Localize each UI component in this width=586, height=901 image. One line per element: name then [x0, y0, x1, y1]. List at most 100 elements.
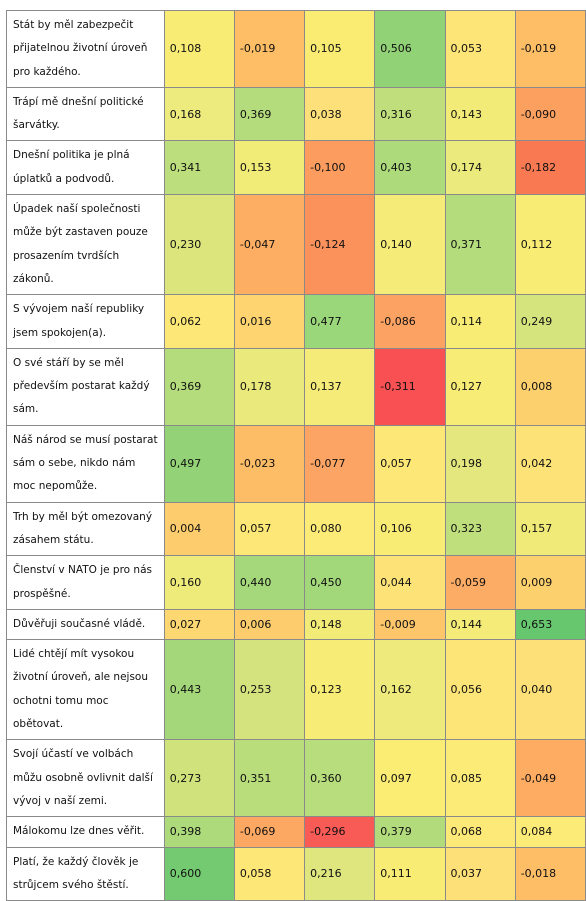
value-cell: 0,144 — [444, 608, 516, 641]
value-cell: 0,273 — [163, 739, 235, 818]
value-cell: 0,497 — [163, 424, 235, 503]
row-label: Úpadek naší společnosti může být zastave… — [6, 194, 165, 296]
value-cell: 0,369 — [163, 347, 235, 426]
value-cell: 0,108 — [163, 10, 235, 88]
value-cell: 0,106 — [374, 501, 446, 557]
value-cell: 0,105 — [304, 10, 376, 88]
value-cell: -0,086 — [374, 294, 446, 349]
value-cell: -0,049 — [514, 739, 586, 818]
value-cell: 0,084 — [514, 816, 586, 848]
correlation-table: Stát by měl zabezpečit přijatelnou život… — [6, 10, 586, 901]
value-cell: 0,249 — [514, 294, 586, 349]
value-cell: -0,100 — [304, 140, 376, 196]
value-cell: 0,004 — [163, 501, 235, 557]
row-label: Trápí mě dnešní politické šarvátky. — [6, 86, 165, 142]
table-row: Členství v NATO je pro nás prospěšné. 0,1… — [6, 555, 586, 610]
value-cell: -0,047 — [233, 194, 306, 296]
row-label: Málokomu lze dnes věřit. — [6, 816, 165, 848]
table-row: O své stáří by se měl především postarat… — [6, 347, 586, 426]
value-cell: 0,044 — [374, 555, 446, 610]
value-cell: 0,506 — [374, 10, 446, 88]
value-cell: -0,009 — [374, 608, 446, 641]
row-label: Platí, že každý člověk je strůjcem svého… — [6, 846, 165, 901]
value-cell: -0,182 — [514, 140, 586, 196]
value-cell: 0,323 — [444, 501, 516, 557]
value-cell: 0,123 — [304, 639, 376, 741]
value-cell: 0,160 — [163, 555, 235, 610]
value-cell: 0,009 — [514, 555, 586, 610]
value-cell: -0,124 — [304, 194, 376, 296]
value-cell: 0,148 — [304, 608, 376, 641]
value-cell: 0,085 — [444, 739, 516, 818]
value-cell: 0,062 — [163, 294, 235, 349]
row-label: O své stáří by se měl především postarat… — [6, 347, 165, 426]
value-cell: 0,008 — [514, 347, 586, 426]
value-cell: 0,143 — [444, 86, 516, 142]
table-row: S vývojem naší republiky jsem spokojen(a… — [6, 294, 586, 349]
value-cell: 0,443 — [163, 639, 235, 741]
value-cell: 0,027 — [163, 608, 235, 641]
value-cell: -0,077 — [304, 424, 376, 503]
table-row: Důvěřuji současné vládě. 0,027 0,006 0,148-… — [6, 608, 586, 641]
row-label: S vývojem naší republiky jsem spokojen(a… — [6, 294, 165, 349]
row-label: Lidé chtějí mít vysokou životní úroveň, … — [6, 639, 165, 741]
value-cell: 0,080 — [304, 501, 376, 557]
value-cell: 0,037 — [444, 846, 516, 901]
value-cell: 0,168 — [163, 86, 235, 142]
value-cell: 0,351 — [233, 739, 306, 818]
row-label: Důvěřuji současné vládě. — [6, 608, 165, 641]
table-row: Platí, že každý člověk je strůjcem svého… — [6, 846, 586, 901]
row-label: Trh by měl být omezovaný zásahem státu. — [6, 501, 165, 557]
value-cell: -0,296 — [304, 816, 376, 848]
value-cell: 0,153 — [233, 140, 306, 196]
table-row: Úpadek naší společnosti může být zastave… — [6, 194, 586, 296]
value-cell: 0,068 — [444, 816, 516, 848]
value-cell: 0,369 — [233, 86, 306, 142]
value-cell: 0,057 — [374, 424, 446, 503]
value-cell: -0,059 — [444, 555, 516, 610]
value-cell: 0,057 — [233, 501, 306, 557]
value-cell: 0,253 — [233, 639, 306, 741]
value-cell: 0,398 — [163, 816, 235, 848]
row-label: Svojí účastí ve volbách můžu osobně ovli… — [6, 739, 165, 818]
value-cell: 0,653 — [514, 608, 586, 641]
value-cell: -0,311 — [374, 347, 446, 426]
table-row: Dnešní politika je plná úplatků a podvod… — [6, 140, 586, 196]
value-cell: 0,140 — [374, 194, 446, 296]
value-cell: 0,341 — [163, 140, 235, 196]
value-cell: 0,111 — [374, 846, 446, 901]
value-cell: 0,162 — [374, 639, 446, 741]
value-cell: -0,069 — [233, 816, 306, 848]
table-row: Trh by měl být omezovaný zásahem státu. 0… — [6, 501, 586, 557]
value-cell: 0,371 — [444, 194, 516, 296]
value-cell: -0,018 — [514, 846, 586, 901]
table-row: Málokomu lze dnes věřit. 0,398 -0,069 -0,29… — [6, 816, 586, 848]
value-cell: 0,198 — [444, 424, 516, 503]
table-body: Stát by měl zabezpečit přijatelnou život… — [6, 10, 586, 901]
value-cell: 0,058 — [233, 846, 306, 901]
value-cell: 0,403 — [374, 140, 446, 196]
correlation-table-wrapper: Stát by měl zabezpečit přijatelnou život… — [6, 10, 586, 901]
value-cell: 0,360 — [304, 739, 376, 818]
row-label: Dnešní politika je plná úplatků a podvod… — [6, 140, 165, 196]
value-cell: 0,097 — [374, 739, 446, 818]
value-cell: 0,178 — [233, 347, 306, 426]
value-cell: -0,019 — [514, 10, 586, 88]
row-label: Členství v NATO je pro nás prospěšné. — [6, 555, 165, 610]
value-cell: 0,038 — [304, 86, 376, 142]
value-cell: 0,174 — [444, 140, 516, 196]
value-cell: 0,440 — [233, 555, 306, 610]
table-row: Lidé chtějí mít vysokou životní úroveň, … — [6, 639, 586, 741]
value-cell: -0,023 — [233, 424, 306, 503]
table-row: Svojí účastí ve volbách můžu osobně ovli… — [6, 739, 586, 818]
value-cell: 0,157 — [514, 501, 586, 557]
value-cell: -0,019 — [233, 10, 306, 88]
value-cell: 0,137 — [304, 347, 376, 426]
value-cell: 0,600 — [163, 846, 235, 901]
table-row: Trápí mě dnešní politické šarvátky. 0,168… — [6, 86, 586, 142]
value-cell: -0,090 — [514, 86, 586, 142]
value-cell: 0,056 — [444, 639, 516, 741]
value-cell: 0,230 — [163, 194, 235, 296]
table-row: Náš národ se musí postarat sám o sebe, n… — [6, 424, 586, 503]
table-row: Stát by měl zabezpečit přijatelnou život… — [6, 10, 586, 88]
